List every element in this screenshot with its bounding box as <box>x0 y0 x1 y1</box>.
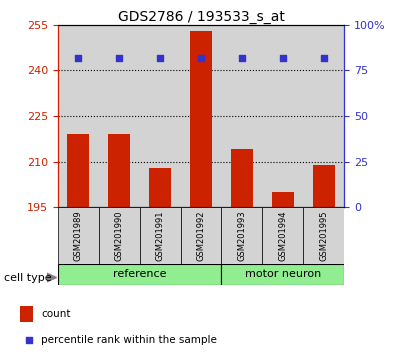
Text: count: count <box>41 309 71 319</box>
Text: percentile rank within the sample: percentile rank within the sample <box>41 335 217 344</box>
Bar <box>231 149 253 207</box>
Text: GSM201994: GSM201994 <box>278 210 287 261</box>
Text: motor neuron: motor neuron <box>245 269 321 279</box>
Text: reference: reference <box>113 269 166 279</box>
Text: GSM201995: GSM201995 <box>319 210 328 261</box>
Bar <box>190 31 212 207</box>
Text: cell type: cell type <box>4 273 52 283</box>
Text: GSM201991: GSM201991 <box>156 210 164 261</box>
Bar <box>58 207 99 264</box>
Bar <box>67 134 90 207</box>
Bar <box>271 192 294 207</box>
Text: GSM201993: GSM201993 <box>238 210 246 261</box>
Point <box>239 55 245 61</box>
Bar <box>312 165 335 207</box>
Point <box>157 55 163 61</box>
Point <box>75 55 81 61</box>
Point <box>321 55 327 61</box>
Bar <box>108 134 131 207</box>
Bar <box>99 207 140 264</box>
Bar <box>221 207 262 264</box>
Text: GSM201989: GSM201989 <box>74 210 83 261</box>
Bar <box>58 264 221 285</box>
Point <box>280 55 286 61</box>
Bar <box>149 167 171 207</box>
Text: GSM201992: GSM201992 <box>197 210 205 261</box>
Point <box>198 55 204 61</box>
Bar <box>20 306 33 322</box>
Text: GSM201990: GSM201990 <box>115 210 124 261</box>
Point <box>116 55 122 61</box>
Bar <box>262 207 303 264</box>
Title: GDS2786 / 193533_s_at: GDS2786 / 193533_s_at <box>117 10 285 24</box>
Bar <box>221 264 344 285</box>
Polygon shape <box>47 273 57 282</box>
Bar <box>303 207 344 264</box>
Point <box>25 337 32 342</box>
Bar <box>140 207 181 264</box>
Bar <box>181 207 221 264</box>
